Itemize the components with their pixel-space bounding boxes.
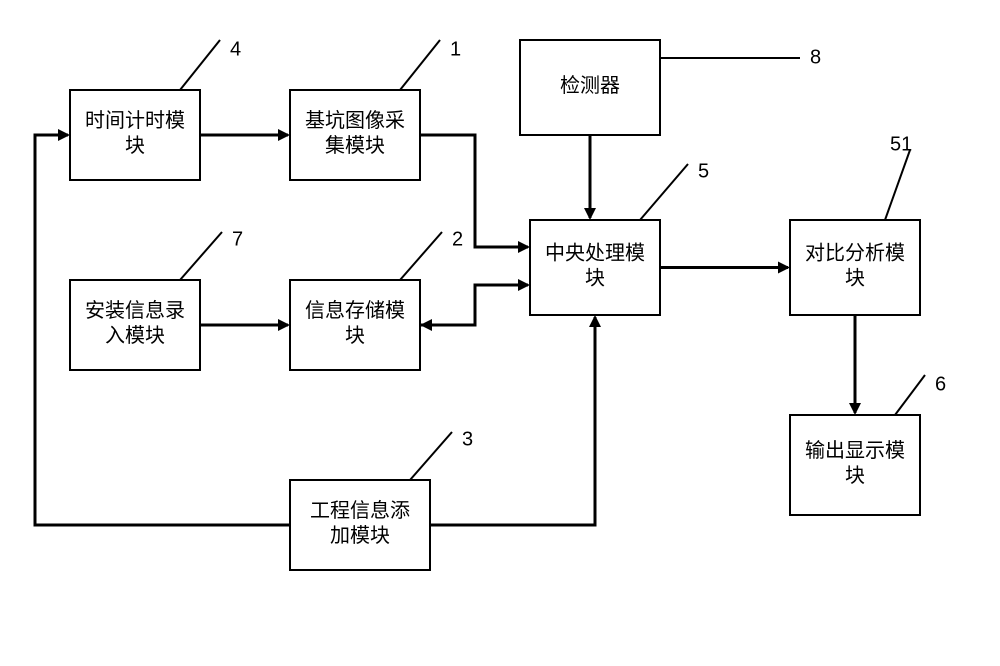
leader-line <box>885 150 910 220</box>
node-n2: 信息存储模块 <box>290 280 420 370</box>
leader-line <box>640 164 688 220</box>
node-n1: 基坑图像采集模块 <box>290 90 420 180</box>
node-label: 入模块 <box>105 324 165 347</box>
node-label: 安装信息录 <box>85 299 185 322</box>
node-n5: 中央处理模块 <box>530 220 660 315</box>
node-n6: 输出显示模块 <box>790 415 920 515</box>
node-label: 块 <box>845 464 865 487</box>
node-label: 块 <box>845 267 865 290</box>
leader-line <box>180 40 220 90</box>
boxes: 时间计时模块基坑图像采集模块检测器安装信息录入模块信息存储模块中央处理模块对比分… <box>70 40 920 570</box>
leader-number: 6 <box>935 373 946 395</box>
leader-line <box>180 232 222 280</box>
node-label: 块 <box>345 324 365 347</box>
node-label: 块 <box>125 134 145 157</box>
leader-line <box>400 232 442 280</box>
leader-line <box>895 375 925 415</box>
leader-line <box>410 432 452 480</box>
node-label: 块 <box>585 267 605 290</box>
leader-number: 8 <box>810 46 821 68</box>
node-label: 工程信息添 <box>310 499 410 522</box>
leader-number: 1 <box>450 38 461 60</box>
leader-number: 3 <box>462 428 473 450</box>
node-label: 中央处理模 <box>545 242 645 265</box>
node-label: 加模块 <box>330 524 390 547</box>
node-n8: 检测器 <box>520 40 660 135</box>
leader-number: 5 <box>698 160 709 182</box>
node-label: 对比分析模 <box>805 242 905 265</box>
node-label: 信息存储模 <box>305 299 405 322</box>
node-label: 检测器 <box>560 74 620 97</box>
node-n51: 对比分析模块 <box>790 220 920 315</box>
node-n4: 时间计时模块 <box>70 90 200 180</box>
leader-line <box>400 40 440 90</box>
diagram-canvas: 时间计时模块基坑图像采集模块检测器安装信息录入模块信息存储模块中央处理模块对比分… <box>0 0 1000 666</box>
leader-number: 7 <box>232 228 243 250</box>
leader-number: 2 <box>452 228 463 250</box>
leader-number: 4 <box>230 38 241 60</box>
node-label: 集模块 <box>325 134 385 157</box>
node-label: 输出显示模 <box>805 439 905 462</box>
node-label: 基坑图像采 <box>305 109 405 132</box>
node-n3: 工程信息添加模块 <box>290 480 430 570</box>
node-n7: 安装信息录入模块 <box>70 280 200 370</box>
node-label: 时间计时模 <box>85 109 185 132</box>
leader-number: 51 <box>890 133 912 155</box>
